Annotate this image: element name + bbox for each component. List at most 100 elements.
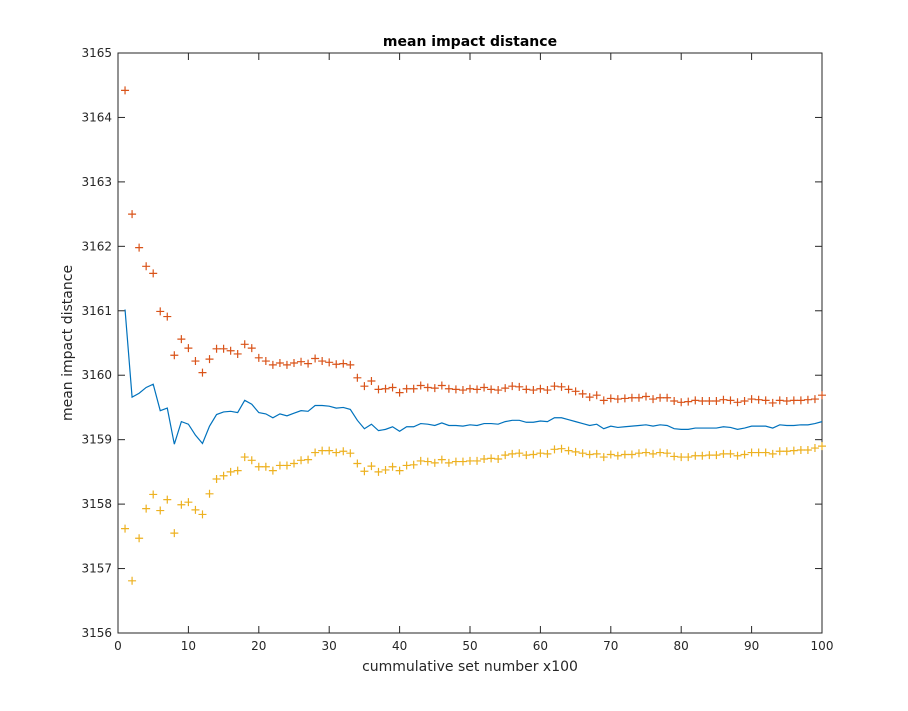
data-point-marker [592,391,601,400]
data-point-marker [536,384,545,393]
data-point-marker [458,457,467,466]
data-point-marker [367,462,376,471]
data-point-marker [761,396,770,405]
data-point-marker [564,385,573,394]
data-point-marker [311,448,320,457]
data-point-marker [810,395,819,404]
x-tick-label: 60 [533,639,548,653]
data-point-marker [170,351,179,360]
data-point-marker [642,448,650,457]
plot-area [118,53,822,633]
data-point-marker [712,451,721,460]
x-tick-label: 50 [462,639,477,653]
data-point-marker [163,312,172,321]
data-point-marker [627,393,636,402]
data-point-marker [663,449,672,458]
data-point-marker [184,344,193,353]
data-point-marker [205,489,214,498]
data-point-marker [557,444,566,453]
data-point-marker [670,452,679,461]
y-tick-label: 3160 [81,368,112,382]
data-point-marker [684,397,693,406]
data-point-marker [571,387,580,396]
data-point-marker [149,269,158,278]
data-point-marker [360,382,369,391]
data-point-marker [226,346,235,355]
data-point-marker [304,359,313,368]
data-point-marker [198,510,207,519]
x-tick-label: 0 [114,639,122,653]
data-point-marker [670,397,679,405]
data-point-marker [205,355,214,364]
data-point-marker [508,382,517,391]
data-point-marker [367,377,376,386]
data-point-marker [529,450,538,459]
data-point-marker [261,462,270,471]
data-point-marker [557,382,566,391]
data-point-marker [451,385,460,394]
data-point-marker [747,395,756,404]
x-tick-label: 70 [603,639,618,653]
data-point-marker [543,449,552,458]
data-point-marker [430,384,439,393]
data-point-marker [656,448,665,457]
data-point-marker [268,360,277,369]
data-point-marker [388,383,397,392]
data-point-marker [402,461,411,470]
data-point-marker [712,397,721,405]
data-point-marker [487,454,496,463]
data-point-marker [515,382,524,391]
data-point-marker [304,455,313,464]
data-point-marker [818,391,826,400]
data-point-marker [719,395,728,404]
data-point-marker [473,456,482,465]
data-point-marker [332,448,341,457]
data-point-marker [677,398,686,407]
series-1 [121,86,826,407]
data-point-marker [466,456,474,465]
data-point-marker [374,385,383,394]
x-tick-label: 30 [322,639,337,653]
y-tick-label: 3156 [81,626,112,640]
data-point-marker [346,449,355,458]
y-tick-label: 3165 [81,46,112,60]
x-tick-label: 40 [392,639,407,653]
data-point-marker [339,359,348,368]
data-point-marker [332,360,341,369]
data-point-marker [487,385,496,394]
data-point-marker [754,395,763,404]
data-point-marker [395,466,404,475]
data-point-marker [226,467,235,476]
data-point-marker [796,396,805,405]
x-axis-label: cummulative set number x100 [362,659,578,675]
data-point-marker [536,449,545,458]
x-tick-label: 100 [811,639,834,653]
data-point-marker [360,467,369,476]
data-point-marker [388,462,397,471]
data-point-marker [149,490,158,499]
data-point-marker [578,389,587,398]
data-point-marker [325,358,334,367]
y-tick-label: 3164 [81,110,112,124]
data-point-marker [726,449,735,458]
data-point-marker [684,453,693,462]
data-point-marker [261,357,270,366]
data-point-marker [620,394,629,403]
data-point-marker [381,465,390,474]
data-point-marker [698,451,707,460]
x-tick-label: 90 [744,639,759,653]
data-point-marker [550,382,559,391]
data-point-marker [423,457,432,466]
data-point-marker [473,385,482,394]
data-point-marker [254,462,263,471]
data-point-marker [170,529,179,538]
data-point-marker [339,447,348,456]
data-point-marker [705,397,714,405]
data-point-marker [290,358,298,367]
data-point-marker [275,358,284,367]
data-point-marker [719,449,728,458]
data-point-marker [444,458,453,467]
data-point-marker [768,398,777,407]
y-axis-label: mean impact distance [60,265,76,421]
data-point-marker [430,458,439,467]
